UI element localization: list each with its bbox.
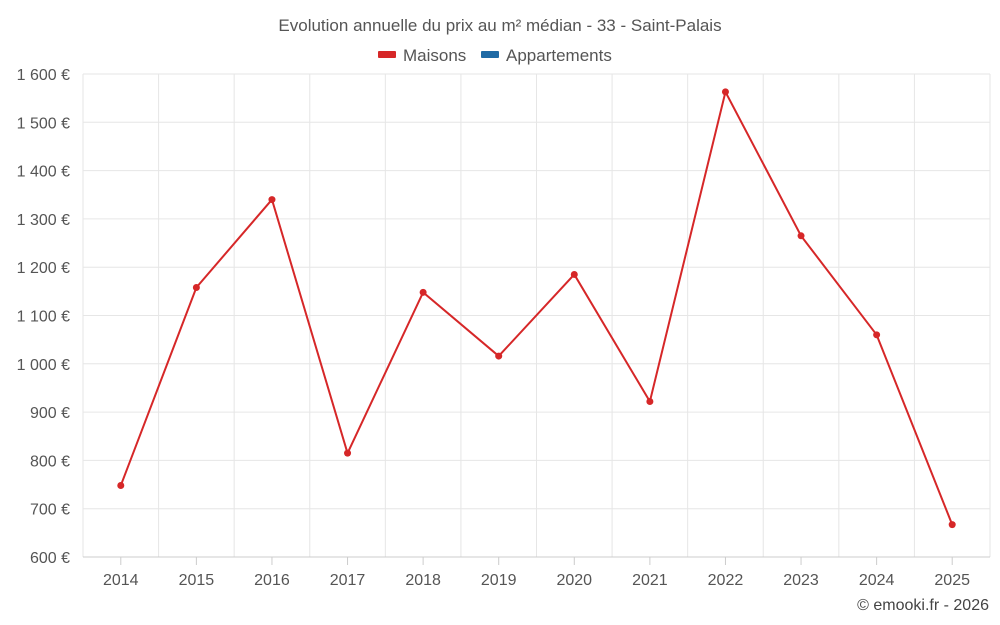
legend-swatch-appartements[interactable] [481,51,499,58]
y-tick-label: 1 600 € [17,67,70,84]
y-tick-label: 700 € [30,502,70,519]
x-tick-label: 2017 [330,572,366,589]
data-point[interactable] [646,397,654,405]
legend[interactable]: Maisons Appartements [378,46,612,65]
x-tick-label: 2022 [708,572,744,589]
data-point[interactable] [570,270,578,278]
data-point[interactable] [268,196,276,204]
x-tick-label: 2019 [481,572,517,589]
data-point[interactable] [419,288,427,296]
x-tick-label: 2025 [934,572,970,589]
y-tick-label: 1 400 € [17,164,70,181]
credit-text: © emooki.fr - 2026 [857,597,989,614]
y-tick-label: 1 500 € [17,115,70,132]
x-tick-label: 2024 [859,572,895,589]
series [117,88,956,529]
y-tick-label: 800 € [30,453,70,470]
x-tick-label: 2023 [783,572,819,589]
x-tick-label: 2020 [556,572,592,589]
x-tick-label: 2014 [103,572,139,589]
data-point[interactable] [948,521,956,529]
legend-label-appartements[interactable]: Appartements [506,46,612,65]
data-point[interactable] [797,232,805,240]
x-tick-label: 2021 [632,572,668,589]
legend-swatch-maisons[interactable] [378,51,396,58]
data-point[interactable] [117,482,125,490]
y-tick-label: 1 100 € [17,309,70,326]
grid [82,73,991,557]
data-point[interactable] [344,449,352,457]
data-point[interactable] [721,88,729,96]
data-point[interactable] [495,352,503,360]
y-tick-label: 1 200 € [17,260,70,277]
x-tick-label: 2016 [254,572,290,589]
y-tick-label: 600 € [30,550,70,567]
y-tick-label: 1 000 € [17,357,70,374]
x-tick-label: 2015 [179,572,215,589]
x-tick-label: 2018 [405,572,441,589]
data-point[interactable] [192,283,200,291]
data-point[interactable] [873,331,881,339]
axes: 600 € 700 € 800 € 900 € 1 000 € 1 100 € 1 200 … [17,67,990,589]
legend-label-maisons[interactable]: Maisons [403,46,466,65]
y-tick-label: 1 300 € [17,212,70,229]
y-tick-label: 900 € [30,405,70,422]
series-line-maisons[interactable] [119,89,954,526]
chart-title: Evolution annuelle du prix au m² médian … [278,16,721,35]
